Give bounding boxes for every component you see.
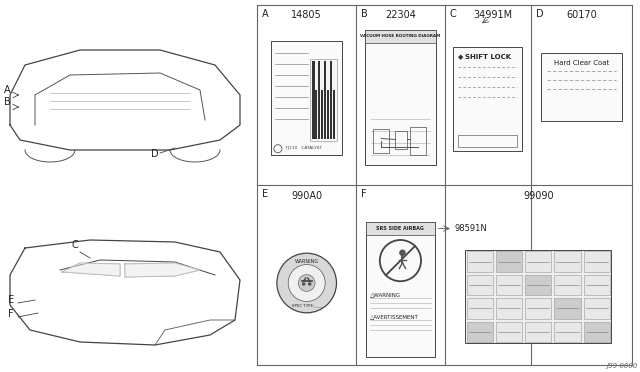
Text: Hard Clear Coat: Hard Clear Coat [554,60,609,66]
Text: SPEC TYPE:____: SPEC TYPE:____ [292,303,322,307]
Text: J99 0000: J99 0000 [607,363,638,369]
Bar [410,126,426,154]
Bar [324,61,326,139]
Bar [584,298,610,318]
Text: 60170: 60170 [566,10,596,20]
Bar [584,251,610,272]
Text: B: B [362,9,368,19]
Bar [458,135,517,147]
Circle shape [308,282,312,286]
Text: E: E [262,189,268,199]
Bar [496,298,522,318]
Circle shape [277,253,337,313]
Bar [366,222,435,235]
Bar [541,53,622,121]
Polygon shape [62,263,120,276]
Bar [467,251,493,272]
Text: D: D [536,9,543,19]
Bar [465,250,611,343]
Text: F: F [8,309,13,319]
Bar [554,251,580,272]
Text: △WARNING: △WARNING [370,292,401,297]
Text: A: A [4,85,11,95]
Bar [365,29,436,42]
Bar [467,321,493,342]
Bar [327,90,329,139]
Text: 34991M: 34991M [473,10,512,20]
Text: F: F [362,189,367,199]
Bar [321,90,323,139]
Circle shape [298,275,315,291]
Text: C: C [449,9,456,19]
Text: B: B [4,97,11,107]
Bar [271,41,342,155]
Text: 22304: 22304 [385,10,416,20]
Text: E: E [8,295,14,305]
Bar [496,321,522,342]
Bar [525,321,552,342]
Bar [310,59,337,141]
Bar [312,61,315,139]
Bar [395,131,407,148]
Circle shape [399,250,406,256]
Bar [554,298,580,318]
Bar [554,321,580,342]
Text: 14805: 14805 [291,10,322,20]
Text: ◆: ◆ [458,54,463,60]
Text: D: D [151,149,159,159]
Bar [330,61,332,139]
Bar [584,321,610,342]
Bar [373,128,389,153]
Text: C: C [72,240,78,250]
Bar [525,275,552,295]
Bar [333,90,335,139]
Bar [525,298,552,318]
Text: △AVERTISSEMENT: △AVERTISSEMENT [370,314,419,319]
Bar [496,275,522,295]
Bar [366,222,435,357]
Text: SRS SIDE AIRBAG: SRS SIDE AIRBAG [376,226,424,231]
Bar [467,298,493,318]
Polygon shape [125,263,200,277]
Text: 7J110   CATALYST: 7J110 CATALYST [285,146,322,150]
Circle shape [288,264,325,301]
Circle shape [302,282,305,286]
Bar [584,275,610,295]
Bar [315,90,317,139]
Bar [525,251,552,272]
Text: VACUUM HOSE ROUTING DIAGRAM: VACUUM HOSE ROUTING DIAGRAM [360,34,440,38]
Bar [496,251,522,272]
Text: 990A0: 990A0 [291,191,323,201]
Bar [318,61,321,139]
Bar [554,275,580,295]
Text: 98591N: 98591N [455,224,488,233]
Bar [467,275,493,295]
Text: 99090: 99090 [523,191,554,201]
Bar [365,29,436,164]
Bar [453,47,522,151]
Text: A: A [262,9,269,19]
Text: SHIFT LOCK: SHIFT LOCK [465,54,511,60]
Text: WARNING: WARNING [294,259,319,264]
